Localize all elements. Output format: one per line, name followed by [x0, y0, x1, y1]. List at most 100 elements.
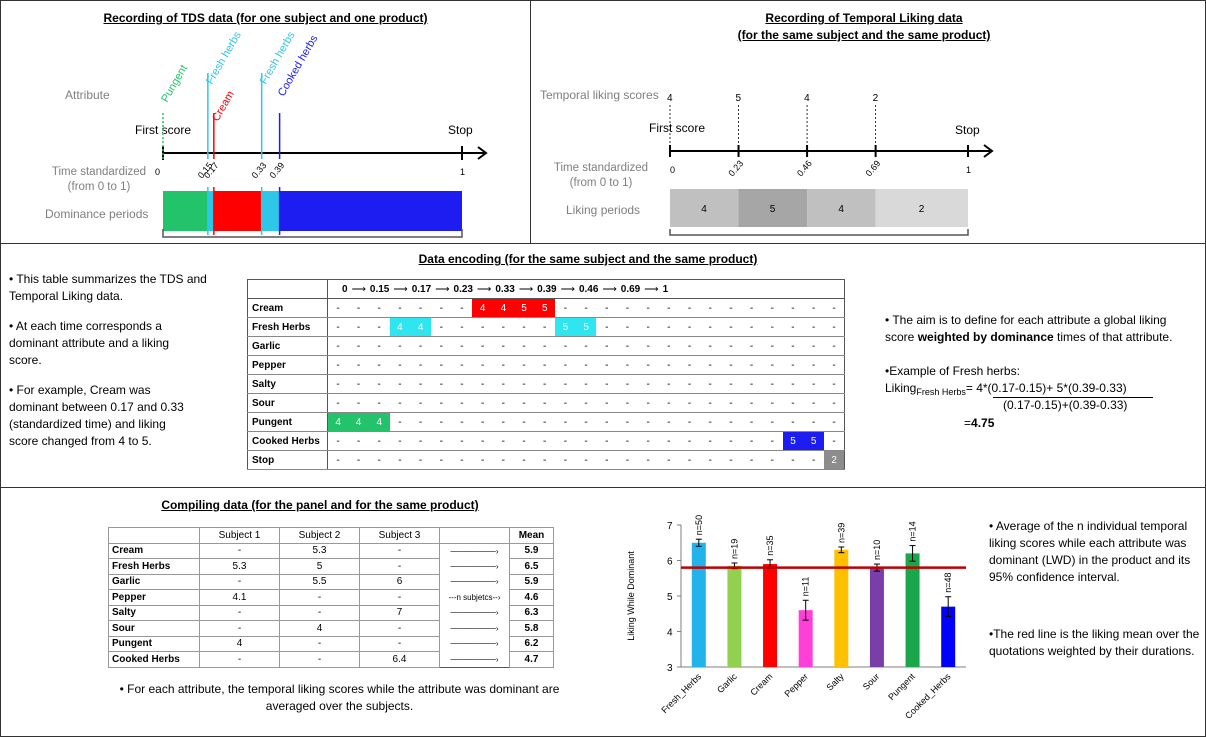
encoding-cell: -: [555, 336, 576, 356]
encoding-cell: -: [327, 393, 349, 413]
encoding-cell: -: [493, 355, 514, 375]
encoding-cell: -: [617, 431, 638, 451]
encoding-cell: -: [617, 393, 638, 413]
attribute-label: Attribute: [65, 88, 110, 102]
encoding-cell: -: [699, 317, 721, 337]
encoding-cell: -: [472, 412, 493, 432]
encoding-row: Garlic - - - - - - - - - - - - - - - - - - - - - - - - -: [247, 336, 845, 356]
chart-n-label: n=10: [872, 540, 882, 560]
liking-period: [875, 189, 968, 227]
encoding-cell: -: [782, 393, 804, 413]
encoding-cell: -: [596, 431, 618, 451]
example-text: •Example of Fresh herbs:: [885, 364, 1020, 378]
encoding-cell: -: [327, 450, 349, 470]
encoding-cell: 4: [348, 412, 369, 432]
encoding-cell: -: [389, 355, 411, 375]
aim-text-c: times of that attribute.: [1053, 330, 1173, 344]
encoding-cell: -: [679, 298, 700, 318]
encoding-cell: -: [555, 374, 576, 394]
encoding-cell: -: [658, 431, 680, 451]
time-header: 0.23: [453, 283, 473, 295]
encoding-cell: -: [348, 450, 369, 470]
liking-score: 2: [873, 93, 879, 104]
encoding-cell: -: [451, 450, 473, 470]
chart-category-label: Salty: [825, 671, 847, 693]
time-header: 0: [342, 283, 348, 295]
chart-category-label: Pungent: [886, 671, 917, 702]
encoding-cell: -: [741, 450, 762, 470]
encoding-row-label: Pungent: [247, 412, 328, 432]
liking-bracket: [669, 229, 969, 236]
encoding-cell: -: [658, 317, 680, 337]
liking-period: [738, 189, 808, 227]
encoding-cell: -: [679, 393, 700, 413]
compiling-cell: -: [199, 651, 280, 668]
encoding-cell: 5: [534, 298, 556, 318]
encoding-cell: -: [803, 298, 824, 318]
liking-title-2: (for the same subject and the same produ…: [737, 28, 991, 42]
encoding-cell: -: [699, 355, 721, 375]
compiling-row: Pepper 4.1- - ---n subjetcs--› 4.6: [108, 589, 554, 606]
encoding-cell: -: [596, 393, 618, 413]
time-axis-arrow: [477, 146, 488, 160]
encoding-p1: • This table summarizes the TDS and Temp…: [9, 272, 207, 303]
encoding-cell: -: [803, 336, 824, 356]
encoding-row: Sour - - - - - - - - - - - - - - - - - - - - - - - - -: [247, 393, 845, 413]
dominance-period: [279, 191, 462, 231]
encoding-cell: -: [637, 412, 659, 432]
encoding-cell: -: [327, 317, 349, 337]
encoding-cell: -: [782, 298, 804, 318]
chart-bar: [905, 553, 920, 667]
encoding-cell: -: [637, 317, 659, 337]
encoding-cell: -: [803, 393, 824, 413]
encoding-cell: -: [720, 374, 742, 394]
chart-bar: [869, 567, 884, 667]
time-header: 0.39: [537, 283, 557, 295]
encoding-cell: -: [493, 317, 514, 337]
encoding-cell: -: [699, 374, 721, 394]
liking-tick-label: 0: [670, 165, 675, 175]
liking-first-score: First score: [649, 121, 706, 135]
encoding-cell: -: [741, 298, 762, 318]
liking-score: 5: [736, 93, 742, 104]
encoding-row-label: Pepper: [247, 355, 328, 375]
encoding-cell: -: [493, 374, 514, 394]
encoding-cell: -: [410, 374, 431, 394]
liking-title-1: Recording of Temporal Liking data: [765, 11, 963, 25]
encoding-cell: -: [782, 317, 804, 337]
encoding-cell: -: [761, 393, 783, 413]
encoding-cell: -: [575, 431, 597, 451]
encoding-cell: -: [327, 431, 349, 451]
encoding-cell: -: [368, 450, 390, 470]
encoding-cell: -: [513, 374, 535, 394]
time-header: 1: [662, 283, 669, 295]
encoding-cell: -: [824, 374, 845, 394]
compiling-cell: 4.7: [509, 651, 554, 668]
encoding-title: Data encoding (for the same subject and …: [418, 252, 758, 266]
encoding-row: Pepper - - - - - - - - - - - - - - - - - - - - - - - - -: [247, 355, 845, 375]
encoding-cell: -: [472, 355, 493, 375]
encoding-cell: -: [493, 412, 514, 432]
chart-category-label: Cream: [748, 671, 774, 697]
aim-text-a: • The aim is to define for each attribut…: [885, 313, 1167, 344]
encoding-cell: -: [658, 393, 680, 413]
time-label-line1: Time standardized: [51, 166, 147, 178]
encoding-cell: -: [368, 431, 390, 451]
encoding-cell: -: [534, 355, 556, 375]
encoding-cell: -: [761, 336, 783, 356]
encoding-cell: -: [368, 298, 390, 318]
dominance-period: [163, 191, 208, 231]
encoding-cell: -: [430, 431, 452, 451]
encoding-cell: -: [720, 450, 742, 470]
liking-score: 4: [667, 93, 673, 104]
compiling-right-2: •The red line is the liking mean over th…: [989, 627, 1200, 658]
encoding-cell: -: [824, 336, 845, 356]
encoding-cell: -: [596, 374, 618, 394]
encoding-cell: -: [389, 412, 411, 432]
encoding-cell: 4: [410, 317, 431, 337]
encoding-cell: -: [368, 317, 390, 337]
encoding-cell: -: [782, 374, 804, 394]
encoding-cell: -: [741, 412, 762, 432]
encoding-cell: -: [617, 355, 638, 375]
